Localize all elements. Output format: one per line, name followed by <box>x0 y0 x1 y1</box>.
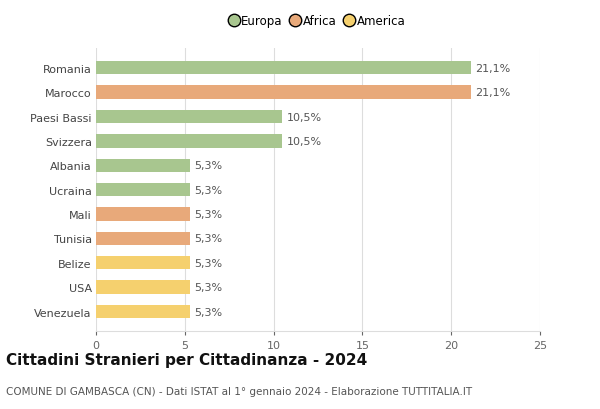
Bar <box>96 208 190 221</box>
Text: Cittadini Stranieri per Cittadinanza - 2024: Cittadini Stranieri per Cittadinanza - 2… <box>6 352 367 367</box>
Text: 5,3%: 5,3% <box>194 185 223 195</box>
Bar <box>96 305 190 319</box>
Bar <box>96 110 283 124</box>
Bar <box>96 232 190 245</box>
Text: COMUNE DI GAMBASCA (CN) - Dati ISTAT al 1° gennaio 2024 - Elaborazione TUTTITALI: COMUNE DI GAMBASCA (CN) - Dati ISTAT al … <box>6 387 472 396</box>
Bar <box>96 256 190 270</box>
Text: 5,3%: 5,3% <box>194 209 223 220</box>
Text: 10,5%: 10,5% <box>287 137 322 146</box>
Text: 5,3%: 5,3% <box>194 283 223 292</box>
Text: 21,1%: 21,1% <box>475 88 511 98</box>
Text: 5,3%: 5,3% <box>194 234 223 244</box>
Text: 10,5%: 10,5% <box>287 112 322 122</box>
Bar <box>96 159 190 173</box>
Bar <box>96 184 190 197</box>
Bar <box>96 281 190 294</box>
Bar <box>96 62 471 75</box>
Text: 5,3%: 5,3% <box>194 161 223 171</box>
Text: 5,3%: 5,3% <box>194 307 223 317</box>
Text: 21,1%: 21,1% <box>475 64 511 74</box>
Text: 5,3%: 5,3% <box>194 258 223 268</box>
Legend: Europa, Africa, America: Europa, Africa, America <box>230 16 406 29</box>
Bar <box>96 135 283 148</box>
Bar <box>96 86 471 100</box>
